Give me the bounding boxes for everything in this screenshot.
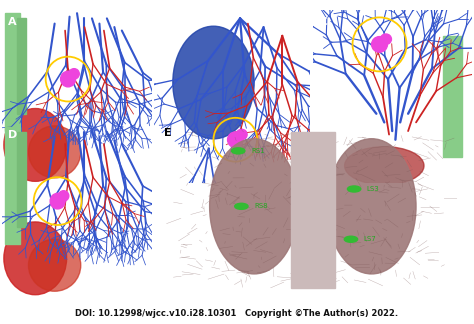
Text: C: C <box>319 17 328 27</box>
Ellipse shape <box>28 126 81 178</box>
Text: RS1: RS1 <box>251 148 264 154</box>
Ellipse shape <box>380 34 392 44</box>
Ellipse shape <box>236 129 247 140</box>
Text: E: E <box>164 128 171 138</box>
Ellipse shape <box>235 203 248 209</box>
Bar <box>291 132 335 288</box>
Ellipse shape <box>50 193 65 209</box>
Text: DOI: 10.12998/wjcc.v10.i28.10301   Copyright ©The Author(s) 2022.: DOI: 10.12998/wjcc.v10.i28.10301 Copyrig… <box>75 309 399 318</box>
Text: RS8: RS8 <box>254 203 268 209</box>
Ellipse shape <box>327 139 416 274</box>
Text: D: D <box>9 130 18 140</box>
Ellipse shape <box>4 109 66 181</box>
Ellipse shape <box>4 222 66 295</box>
Bar <box>5 127 20 244</box>
Ellipse shape <box>228 132 243 147</box>
Ellipse shape <box>58 191 69 201</box>
Ellipse shape <box>347 186 361 192</box>
Ellipse shape <box>61 71 75 87</box>
Ellipse shape <box>345 147 424 185</box>
Ellipse shape <box>344 236 357 242</box>
Text: LS3: LS3 <box>367 186 380 192</box>
Text: A: A <box>9 17 17 27</box>
Text: B: B <box>160 17 169 27</box>
Ellipse shape <box>69 69 79 79</box>
Text: LS7: LS7 <box>364 236 376 242</box>
Bar <box>17 18 26 114</box>
Ellipse shape <box>231 148 245 154</box>
Bar <box>17 132 26 227</box>
Bar <box>443 36 462 157</box>
Ellipse shape <box>28 239 81 291</box>
Ellipse shape <box>210 139 299 274</box>
Ellipse shape <box>372 37 387 52</box>
Bar <box>5 13 20 131</box>
Ellipse shape <box>173 26 254 139</box>
